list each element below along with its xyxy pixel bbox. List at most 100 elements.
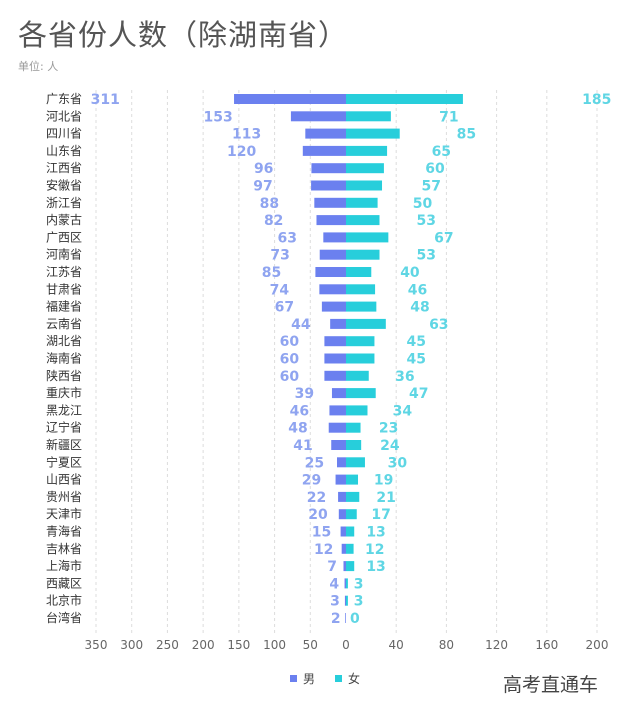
data-label-female: 23 <box>379 421 398 437</box>
bar-male <box>324 353 346 364</box>
category-label: 河南省 <box>46 247 82 262</box>
data-label-male: 97 <box>253 179 272 195</box>
data-label-female: 60 <box>425 161 445 177</box>
data-label-male: 7 <box>327 559 337 575</box>
data-label-male: 63 <box>278 230 297 246</box>
data-label-male: 25 <box>305 455 324 471</box>
data-label-female: 36 <box>395 369 414 385</box>
category-label: 浙江省 <box>46 196 82 210</box>
right-axis-tick-label: 200 <box>586 638 609 652</box>
left-axis-tick-label: 0 <box>342 638 350 652</box>
data-label-male: 2 <box>331 611 341 627</box>
category-label: 云南省 <box>46 316 82 331</box>
data-label-female: 46 <box>408 282 427 298</box>
bar-male <box>234 94 346 104</box>
left-axis-tick-label: 200 <box>192 638 215 652</box>
bar-female <box>346 301 377 312</box>
data-label-male: 74 <box>270 282 290 298</box>
legend-label-male[interactable]: 男 <box>303 672 316 686</box>
data-label-female: 57 <box>422 179 441 195</box>
data-label-male: 73 <box>270 248 289 264</box>
category-label: 甘肃省 <box>46 282 82 296</box>
legend: 男 女 <box>290 670 360 687</box>
data-label-female: 185 <box>582 92 611 108</box>
category-label: 广东省 <box>46 92 82 106</box>
bar-male <box>305 128 346 139</box>
category-label: 海南省 <box>46 351 82 366</box>
bar-male <box>323 232 346 243</box>
data-label-female: 34 <box>393 403 413 419</box>
chart-title: 各省份人数（除湖南省） <box>18 18 349 52</box>
data-label-female: 19 <box>374 473 393 489</box>
left-axis-tick-label: 50 <box>303 638 318 652</box>
data-label-female: 12 <box>365 542 384 558</box>
data-label-male: 22 <box>307 490 326 506</box>
category-label: 宁夏区 <box>46 454 82 469</box>
category-label: 山东省 <box>46 144 82 158</box>
data-label-female: 53 <box>417 213 436 229</box>
bar-male <box>337 457 346 468</box>
data-label-male: 88 <box>260 196 279 212</box>
data-label-male: 113 <box>232 127 261 143</box>
left-axis-tick-label: 350 <box>85 638 108 652</box>
bar-male <box>315 267 346 277</box>
category-label: 吉林省 <box>46 542 82 556</box>
bar-male <box>311 163 346 174</box>
category-label: 福建省 <box>46 299 82 314</box>
bar-male <box>331 440 346 450</box>
legend-label-female[interactable]: 女 <box>348 672 361 686</box>
category-label: 贵州省 <box>46 490 82 504</box>
bar-female <box>346 526 355 537</box>
bar-male <box>331 388 346 399</box>
category-label: 辽宁省 <box>46 420 82 435</box>
bar-female <box>346 595 348 606</box>
right-axis-tick-label: 40 <box>389 638 404 652</box>
category-label: 上海市 <box>46 558 82 573</box>
legend-swatch-female[interactable] <box>335 675 343 682</box>
bar-female <box>346 163 384 174</box>
left-axis-tick-label: 300 <box>120 638 143 652</box>
bar-male <box>344 578 346 589</box>
category-label: 安徽省 <box>46 178 82 193</box>
left-axis-tick-label: 100 <box>263 638 286 652</box>
data-label-male: 41 <box>293 438 312 454</box>
data-label-male: 39 <box>295 386 314 402</box>
bar-female <box>346 232 389 243</box>
bar-male <box>340 526 346 537</box>
right-axis-tick-label: 160 <box>535 638 558 652</box>
bar-male <box>343 561 346 572</box>
data-label-male: 20 <box>308 507 328 523</box>
data-label-female: 45 <box>406 334 425 350</box>
data-label-male: 67 <box>275 300 294 316</box>
bar-male <box>329 405 346 416</box>
bar-male <box>311 180 346 191</box>
category-label: 台湾省 <box>46 610 82 625</box>
bar-female <box>346 267 372 277</box>
data-label-female: 30 <box>388 455 408 471</box>
bar-female <box>346 509 357 520</box>
data-label-male: 12 <box>314 542 333 558</box>
data-label-female: 13 <box>366 559 385 575</box>
data-label-female: 53 <box>417 248 436 264</box>
bar-female <box>346 249 380 260</box>
bar-female <box>346 94 463 104</box>
category-label: 内蒙古 <box>46 212 82 227</box>
category-label: 青海省 <box>46 524 82 539</box>
bar-female <box>346 197 378 208</box>
data-label-female: 24 <box>380 438 400 454</box>
data-label-male: 46 <box>290 403 309 419</box>
legend-swatch-male[interactable] <box>290 675 297 682</box>
data-label-female: 17 <box>371 507 390 523</box>
bar-female <box>346 180 383 191</box>
bar-male <box>321 301 346 312</box>
data-label-male: 82 <box>264 213 283 229</box>
bar-male <box>335 474 346 485</box>
data-label-female: 65 <box>432 144 451 160</box>
bar-male <box>324 370 346 381</box>
data-label-male: 29 <box>302 473 321 489</box>
bar-male <box>290 111 346 122</box>
category-label: 山西省 <box>46 473 82 487</box>
bar-female <box>346 284 376 295</box>
watermark: 高考直通车 <box>503 674 599 696</box>
